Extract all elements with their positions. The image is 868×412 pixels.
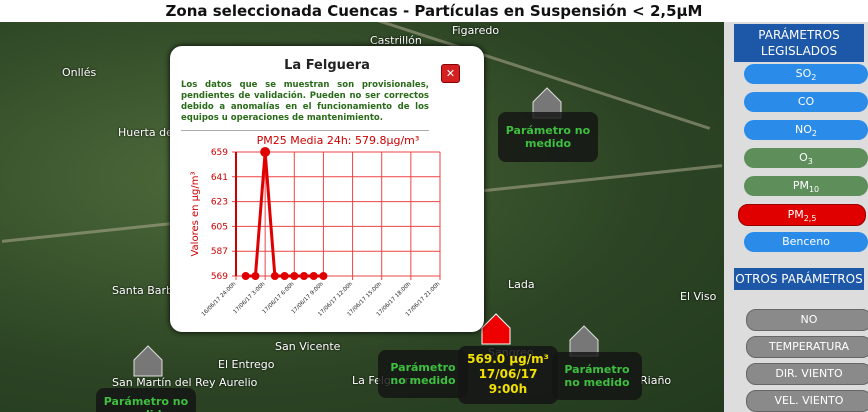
point	[260, 147, 271, 157]
point	[270, 272, 279, 280]
place-label: San Martín del Rey Aurelio	[112, 376, 258, 389]
y-tick-label: 605	[211, 222, 228, 232]
popup: La Felguera ✕ Los datos que se muestran …	[170, 46, 484, 332]
parameter-button[interactable]: PM10	[744, 176, 868, 196]
button-subscript: 2,5	[803, 214, 817, 224]
line	[245, 151, 324, 278]
point	[319, 272, 328, 280]
button-label: SO	[795, 67, 812, 80]
point	[241, 272, 250, 280]
place-label: El Entrego	[218, 358, 275, 371]
place-label: El Viso	[680, 290, 717, 303]
popup-title: La Felguera	[284, 58, 370, 73]
parameter-button[interactable]: DIR. VIENTO	[746, 363, 868, 385]
map-icons	[133, 87, 599, 377]
button-subscript: 2	[811, 129, 817, 139]
place-label: San Vicente	[275, 340, 341, 353]
point	[280, 272, 289, 280]
button-label: PM	[792, 179, 809, 192]
point	[251, 272, 260, 280]
parameter-button[interactable]: VEL. VIENTO	[746, 390, 868, 412]
parameter-button[interactable]: O3	[744, 148, 868, 168]
unmeasured-box[interactable]: Parámetro no medido	[378, 350, 468, 398]
button-label: CO	[797, 95, 815, 108]
chart: PM25 Media 24h: 579.8µg/m³ Valores en µg/…	[190, 134, 442, 318]
unmeasured-box[interactable]: Parámetro no medido	[498, 112, 598, 162]
notice: Los datos que se muestran son provisiona…	[181, 80, 429, 131]
button-label: O	[799, 151, 808, 164]
parameter-button[interactable]: Benceno	[744, 232, 868, 252]
point	[290, 272, 299, 280]
y-tick-label: 587	[211, 247, 228, 257]
parameter-button[interactable]: TEMPERATURA	[746, 336, 868, 358]
reading-time: 9:00h	[488, 382, 528, 396]
y-tick-label: 641	[211, 173, 228, 183]
parameter-button[interactable]: PM2,5	[738, 204, 866, 226]
y-tick-label: 659	[211, 148, 228, 158]
section-title: PARÁMETROS LEGISLADOS	[734, 24, 864, 62]
parameter-button[interactable]: SO2	[744, 64, 868, 84]
station-icon[interactable]	[133, 345, 163, 377]
button-label: PM	[787, 208, 804, 221]
point	[300, 272, 308, 280]
button-subscript: 3	[807, 157, 813, 167]
button-label: Benceno	[782, 235, 830, 248]
place-label: Riaño	[640, 374, 672, 387]
section-title: OTROS PARÁMETROS	[734, 268, 864, 290]
button-subscript: 10	[808, 185, 820, 195]
y-tick-label: 569	[211, 272, 228, 282]
place-label: Lada	[508, 278, 535, 291]
selected-station-icon[interactable]	[481, 313, 511, 345]
y-tick-label: 623	[211, 198, 228, 208]
reading-value: 569.0 µg/m³	[467, 352, 549, 366]
place-label: Figaredo	[452, 24, 500, 37]
point	[309, 272, 318, 280]
parameter-button[interactable]: NO	[746, 309, 868, 331]
unmeasured-box[interactable]: Parámetro no medido	[552, 352, 642, 400]
reading-box[interactable]: 569.0 µg/m³ 17/06/17 9:00h	[458, 346, 558, 404]
place-label: Castrillón	[370, 34, 422, 47]
button-subscript: 2	[811, 73, 817, 83]
chart-title: PM25 Media 24h: 579.8µg/m³	[257, 134, 420, 147]
place-label: Onllés	[62, 66, 97, 79]
y-axis-label: Valores en µg/m³	[190, 171, 201, 256]
parameter-button[interactable]: NO2	[744, 120, 868, 140]
reading-date: 17/06/17	[478, 367, 538, 381]
unmeasured-box[interactable]: Parámetro no medido	[96, 388, 196, 412]
button-label: NO	[795, 123, 812, 136]
parameter-button[interactable]: CO	[744, 92, 868, 112]
side-panel: PARÁMETROS LEGISLADOS OTROS PARÁMETROS S…	[724, 22, 868, 412]
close-button[interactable]: ✕	[441, 64, 460, 83]
page-title: Zona seleccionada Cuencas - Partículas e…	[165, 2, 703, 20]
